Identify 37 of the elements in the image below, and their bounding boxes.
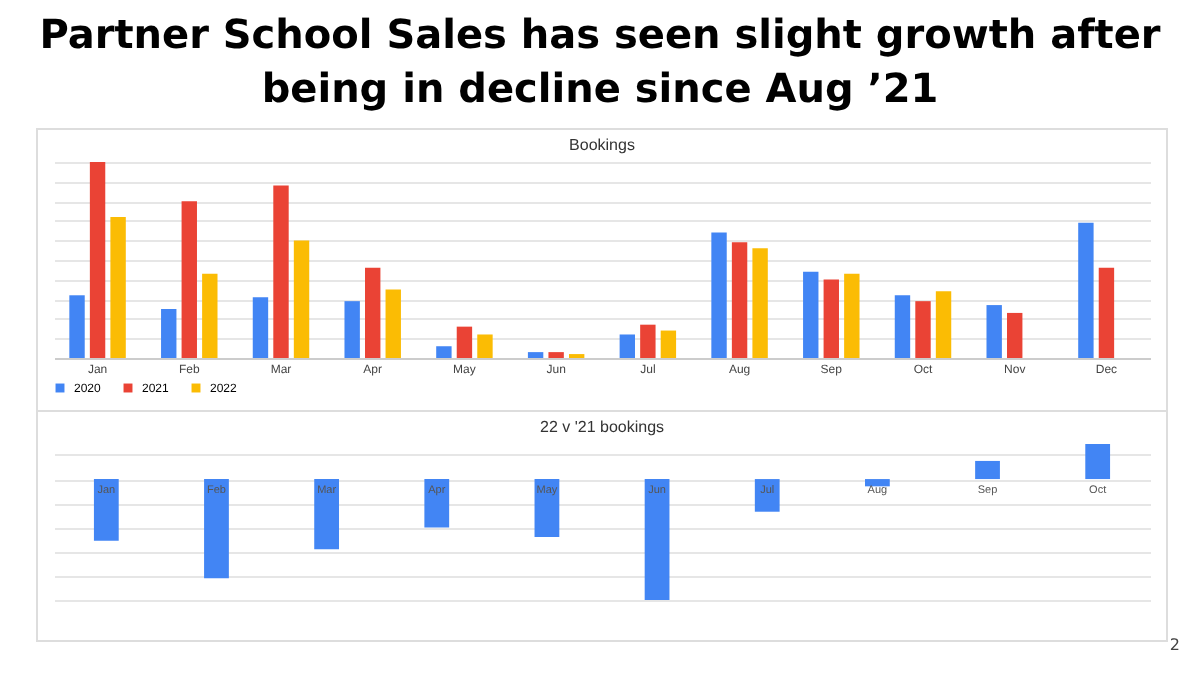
bar <box>1007 312 1023 358</box>
bar <box>731 242 748 358</box>
bar <box>344 301 360 358</box>
bar <box>365 267 381 358</box>
bar <box>385 289 401 358</box>
bar <box>935 291 952 358</box>
bar <box>527 352 544 358</box>
bar <box>252 297 269 358</box>
bar <box>640 324 656 358</box>
bar <box>161 309 177 358</box>
text: 2 <box>1169 636 1180 654</box>
bar <box>844 273 860 358</box>
bar <box>89 162 106 358</box>
bar <box>823 279 839 358</box>
bar <box>456 326 473 358</box>
bar <box>548 352 564 358</box>
bar <box>69 295 85 358</box>
chart-subtitle: Bookings <box>569 136 635 154</box>
bar <box>477 334 493 358</box>
chart-title: Partner School Sales has seen slight growth after being in decline since Aug ’21 <box>37 8 1163 116</box>
bar <box>660 330 677 358</box>
bar <box>1078 222 1094 358</box>
bar <box>273 185 289 358</box>
bar <box>803 271 819 358</box>
bar <box>202 273 218 358</box>
bar <box>711 232 727 358</box>
bar <box>181 201 197 358</box>
bar <box>436 346 452 358</box>
chart-title: 22 v '21 bookings <box>539 418 665 436</box>
bar <box>1098 267 1115 358</box>
bar <box>915 301 931 358</box>
bar <box>894 295 911 358</box>
bar <box>986 305 1002 358</box>
bar <box>752 248 768 358</box>
bar <box>293 240 310 358</box>
bar <box>619 334 636 358</box>
bar <box>110 216 126 358</box>
